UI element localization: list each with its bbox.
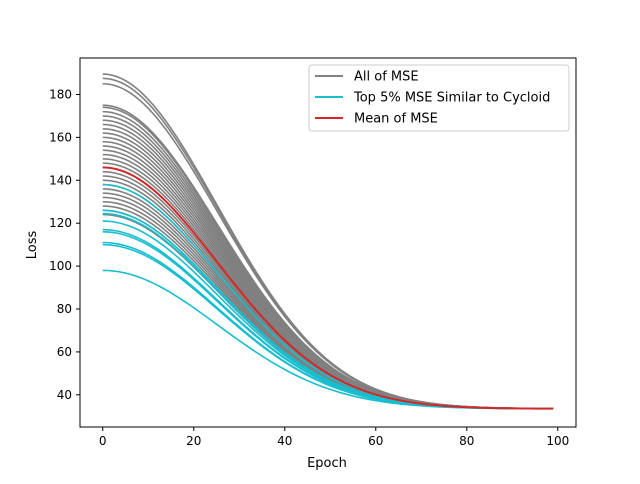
legend-label-2: Mean of MSE	[354, 112, 438, 127]
axis-ticks: 0 20 40 60 80 100 40 60 80 100 120 140 160 180	[49, 87, 569, 448]
y-tick-label-4: 120	[49, 216, 72, 230]
series-2	[102, 166, 554, 410]
legend-label-0: All of MSE	[354, 70, 419, 85]
x-tick-label-0: 0	[99, 434, 107, 448]
plot-area-frame	[79, 57, 577, 428]
y-tick-label-0: 40	[57, 388, 72, 402]
y-tick-label-7: 180	[49, 87, 72, 101]
x-tick-label-3: 60	[368, 434, 383, 448]
legend: All of MSE Top 5% MSE Similar to Cycloid M…	[308, 64, 570, 132]
x-tick-label-1: 20	[186, 434, 201, 448]
x-axis-label: Epoch	[307, 456, 347, 471]
series-2-line-0	[102, 166, 554, 410]
series-lines	[102, 73, 554, 410]
y-tick-label-6: 160	[49, 130, 72, 144]
legend-box	[308, 64, 570, 132]
x-tick-label-4: 80	[459, 434, 474, 448]
y-tick-label-1: 60	[57, 345, 72, 359]
x-tick-label-5: 100	[546, 434, 569, 448]
y-tick-label-2: 80	[57, 302, 72, 316]
legend-label-1: Top 5% MSE Similar to Cycloid	[353, 91, 550, 106]
y-axis-label: Loss	[25, 231, 40, 260]
x-tick-label-2: 40	[277, 434, 292, 448]
y-tick-label-5: 140	[49, 173, 72, 187]
y-tick-label-3: 100	[49, 259, 72, 273]
